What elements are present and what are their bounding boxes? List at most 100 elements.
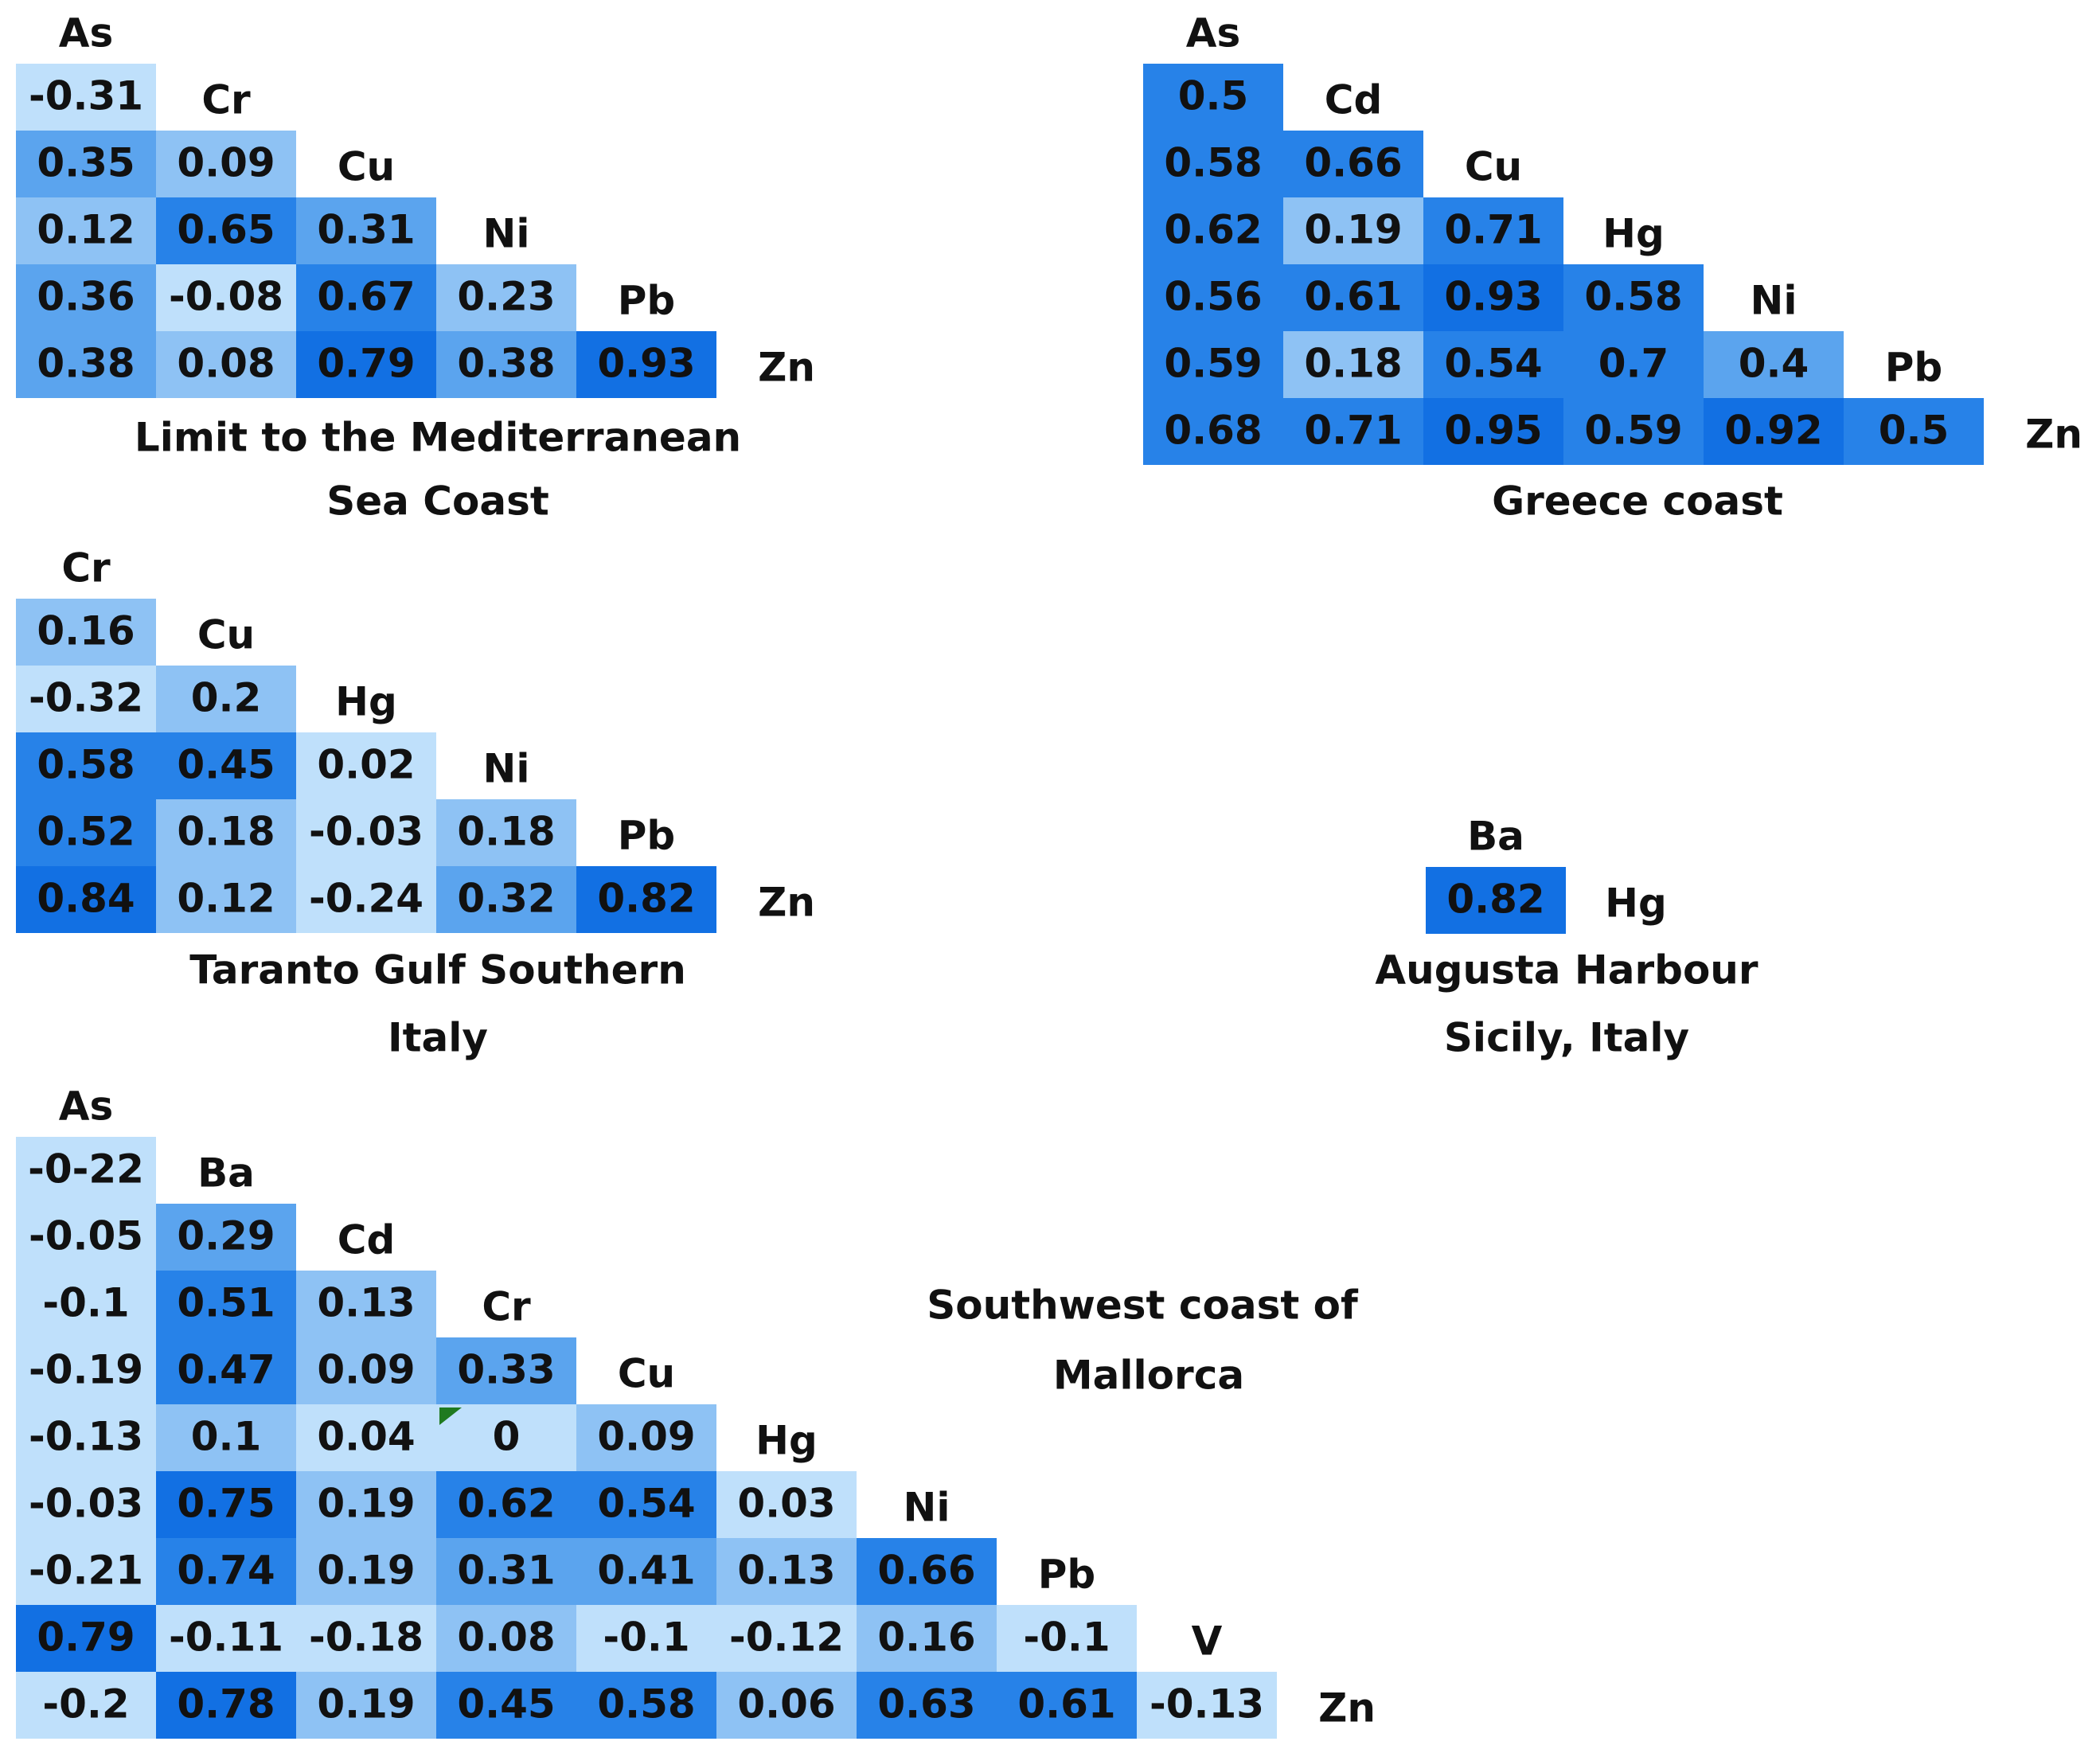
heatmap-cell bbox=[156, 1538, 296, 1605]
heatmap-cell bbox=[296, 1538, 436, 1605]
heatmap-cell bbox=[716, 1672, 857, 1739]
heatmap-cell bbox=[156, 197, 296, 264]
heatmap-cell bbox=[1704, 331, 1844, 398]
heatmap-cell bbox=[436, 1404, 576, 1471]
cell-value-label: 0.58 bbox=[1164, 140, 1262, 186]
heatmap-cell bbox=[156, 732, 296, 799]
cell-value-label: 0.79 bbox=[317, 341, 415, 387]
variable-label-as: As bbox=[1186, 10, 1240, 57]
cell-value-label: 0.93 bbox=[597, 341, 695, 387]
cell-error-indicator-icon bbox=[439, 1407, 462, 1425]
heatmap-cell bbox=[1563, 398, 1704, 465]
panel-title-line: Greece coast bbox=[1492, 478, 1783, 525]
variable-label-hg: Hg bbox=[755, 1418, 818, 1464]
heatmap-cell bbox=[436, 331, 576, 398]
cell-value-label: 0 bbox=[493, 1414, 521, 1460]
heatmap-cell bbox=[16, 732, 156, 799]
heatmap-cell bbox=[296, 331, 436, 398]
heatmap-cell bbox=[16, 866, 156, 933]
heatmap-cell bbox=[436, 866, 576, 933]
heatmap-cell bbox=[16, 1605, 156, 1672]
cell-value-label: 0.56 bbox=[1164, 274, 1262, 320]
heatmap-cell bbox=[156, 1337, 296, 1404]
cell-value-label: -0.13 bbox=[1150, 1681, 1264, 1728]
variable-label-cr: Cr bbox=[61, 545, 111, 591]
panel-title-line: Sicily, Italy bbox=[1444, 1015, 1689, 1061]
heatmap-cell bbox=[16, 1471, 156, 1538]
heatmap-cell bbox=[1426, 867, 1566, 934]
heatmap-cell bbox=[436, 1471, 576, 1538]
cell-value-label: 0.58 bbox=[1584, 274, 1682, 320]
cell-value-label: 0.19 bbox=[1304, 207, 1402, 253]
heatmap-cell bbox=[16, 1538, 156, 1605]
cell-value-label: 0.33 bbox=[457, 1347, 555, 1393]
heatmap-cell bbox=[1283, 264, 1423, 331]
panel-augusta-harbour: Ba Hg 0.82 Augusta Harbour Sicily, Italy bbox=[1375, 814, 1758, 1061]
heatmap-cell bbox=[1137, 1672, 1277, 1739]
cell-value-label: 0.38 bbox=[37, 341, 135, 387]
cell-value-label: 0.68 bbox=[1164, 408, 1262, 454]
heatmap-cell bbox=[16, 331, 156, 398]
panel-title-line: Sea Coast bbox=[326, 478, 549, 525]
cell-value-label: 0.23 bbox=[457, 274, 555, 320]
cell-value-label: 0.2 bbox=[191, 675, 262, 721]
heatmap-cell bbox=[156, 866, 296, 933]
heatmap-cell bbox=[16, 64, 156, 131]
heatmap-cell bbox=[16, 1337, 156, 1404]
cell-value-label: 0.54 bbox=[1444, 341, 1542, 387]
cell-value-label: 0.82 bbox=[597, 876, 695, 922]
heatmap-cell bbox=[1423, 331, 1563, 398]
heatmap-cell bbox=[1143, 197, 1283, 264]
cell-value-label: 0.79 bbox=[37, 1614, 135, 1661]
cell-value-label: -0.11 bbox=[169, 1614, 283, 1661]
heatmap-cell bbox=[1423, 264, 1563, 331]
cell-value-label: 0.38 bbox=[457, 341, 555, 387]
heatmap-cell bbox=[156, 1404, 296, 1471]
cell-value-label: 0.18 bbox=[177, 809, 275, 855]
cell-value-label: -0.13 bbox=[29, 1414, 143, 1460]
cell-value-label: -0-22 bbox=[28, 1146, 144, 1193]
panel-title-line: Limit to the Mediterranean bbox=[135, 415, 741, 461]
cell-value-label: 0.78 bbox=[177, 1681, 275, 1728]
cell-value-label: 0.31 bbox=[457, 1548, 555, 1594]
variable-label-ni: Ni bbox=[483, 211, 530, 257]
cell-value-label: 0.71 bbox=[1304, 408, 1402, 454]
heatmap-cell bbox=[1143, 398, 1283, 465]
heatmap-cell bbox=[857, 1605, 997, 1672]
heatmap-cell bbox=[16, 131, 156, 197]
variable-label-as: As bbox=[59, 1083, 113, 1130]
heatmap-cell bbox=[436, 799, 576, 866]
cell-value-label: 0.75 bbox=[177, 1481, 275, 1527]
heatmap-cell bbox=[436, 1538, 576, 1605]
cell-value-label: 0.08 bbox=[457, 1614, 555, 1661]
heatmap-cell bbox=[1563, 264, 1704, 331]
cell-value-label: 0.13 bbox=[737, 1548, 835, 1594]
variable-label-cu: Cu bbox=[197, 612, 255, 658]
cell-value-label: 0.08 bbox=[177, 341, 275, 387]
heatmap-cell bbox=[1143, 131, 1283, 197]
cell-value-label: 0.54 bbox=[597, 1481, 695, 1527]
heatmap-cell bbox=[576, 1605, 716, 1672]
heatmap-cell bbox=[296, 799, 436, 866]
heatmap-cell bbox=[16, 1271, 156, 1337]
cell-value-label: 0.16 bbox=[877, 1614, 975, 1661]
heatmap-cell bbox=[716, 1471, 857, 1538]
variable-label-as: As bbox=[59, 10, 113, 57]
heatmap-cell bbox=[156, 1471, 296, 1538]
variable-label-pb: Pb bbox=[1038, 1552, 1095, 1598]
heatmap-cell bbox=[576, 866, 716, 933]
cell-value-label: -0.19 bbox=[29, 1347, 143, 1393]
variable-label-cu: Cu bbox=[338, 144, 395, 190]
cell-value-label: 0.12 bbox=[177, 876, 275, 922]
heatmap-cell bbox=[1283, 197, 1423, 264]
heatmap-cell bbox=[16, 599, 156, 666]
cell-value-label: 0.19 bbox=[317, 1481, 415, 1527]
cell-value-label: 0.35 bbox=[37, 140, 135, 186]
cell-value-label: 0.58 bbox=[37, 742, 135, 788]
cell-value-label: 0.62 bbox=[457, 1481, 555, 1527]
cell-value-label: 0.18 bbox=[1304, 341, 1402, 387]
cell-value-label: 0.18 bbox=[457, 809, 555, 855]
cell-value-label: 0.84 bbox=[37, 876, 135, 922]
heatmap-cell bbox=[576, 1471, 716, 1538]
cell-value-label: -0.32 bbox=[29, 675, 143, 721]
